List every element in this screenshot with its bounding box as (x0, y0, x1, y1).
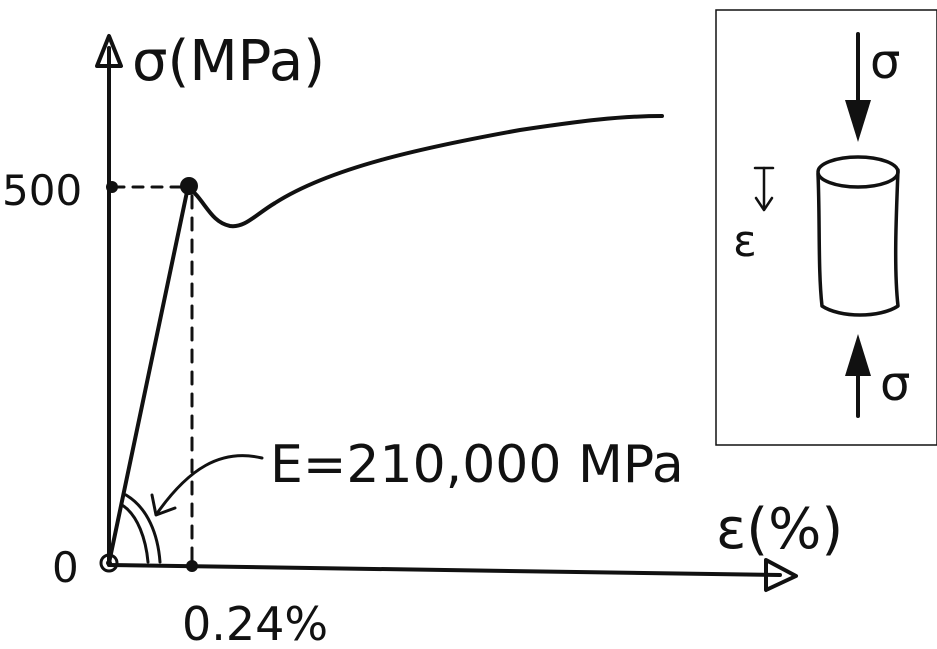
y-tick-0: 0 (52, 543, 79, 592)
x-axis: ε(%) (109, 497, 843, 590)
modulus-annotation: E=210,000 MPa (270, 435, 684, 495)
y-axis-label: σ(MPa) (132, 29, 325, 94)
top-load-arrow-icon (845, 100, 871, 142)
bottom-load-arrow-icon (845, 334, 871, 376)
inset-strain: ε (733, 216, 757, 267)
y-tick-500: 500 (2, 166, 82, 215)
x-tick-yield-dot (186, 560, 198, 572)
inset-stress-bottom: σ (880, 356, 910, 412)
specimen-inset: σ ε σ (716, 10, 937, 445)
yield-point (180, 177, 198, 195)
specimen-cylinder-body (818, 170, 898, 315)
x-axis-label: ε(%) (716, 497, 843, 562)
modulus-pointer-arrow (158, 456, 262, 512)
inset-stress-top: σ (870, 34, 900, 90)
specimen-cylinder-top (818, 157, 898, 187)
x-tick-yield-strain: 0.24% (182, 597, 328, 649)
